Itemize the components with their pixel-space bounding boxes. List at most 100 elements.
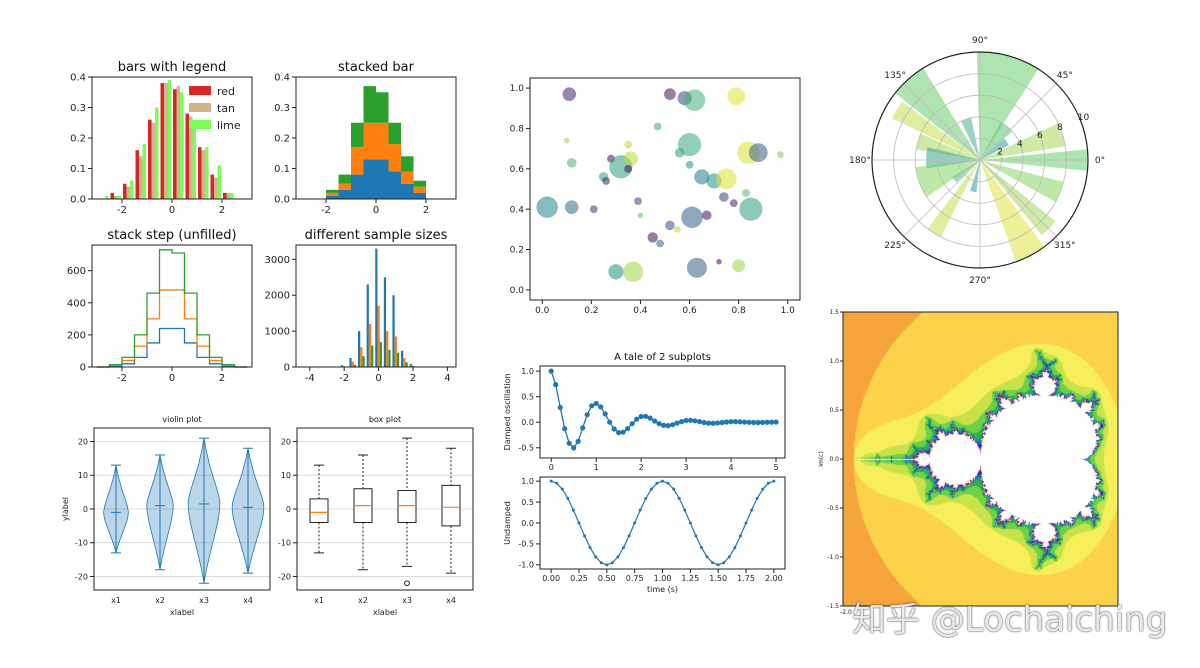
undamped-point: [622, 546, 626, 550]
sample-bar: [377, 306, 380, 367]
box-outlier: [404, 580, 410, 587]
stacked-ytick-label: 0.2: [274, 134, 290, 145]
damped-point: [611, 426, 617, 432]
scatter-point: [564, 200, 579, 214]
samples-xtick-label: -4: [305, 373, 315, 384]
scatter-point: [715, 168, 737, 190]
scatter-point: [536, 196, 558, 218]
scatter-ytick-label: 0.4: [510, 205, 525, 215]
undamped-xtick-label: 1.50: [709, 574, 727, 583]
undamped-point: [716, 563, 720, 567]
undamped-point: [633, 521, 637, 525]
damped-point: [737, 419, 743, 425]
box-ytick-label: 10: [281, 471, 291, 480]
samples-xtick-label: 4: [444, 373, 450, 384]
bar-lime: [217, 165, 221, 199]
bar-red: [210, 174, 214, 199]
scatter-ytick-label: 0.2: [510, 246, 524, 256]
mandelbrot-ytick-label: 0.5: [829, 407, 839, 414]
sample-bar: [371, 345, 374, 367]
watermark-text: 知乎 @Lochaiching: [852, 600, 1168, 640]
violin-ytick-label: -20: [75, 572, 88, 581]
box-xtick-label: x4: [446, 596, 456, 605]
undamped-xtick-label: 0.25: [570, 574, 588, 583]
sample-bar: [386, 331, 389, 367]
violin-xtick-label: x4: [243, 596, 253, 605]
samples-xtick-label: -2: [339, 373, 349, 384]
damped-point: [553, 382, 559, 388]
stacked-ytick-label: 0.0: [274, 195, 290, 206]
damped-point: [616, 429, 622, 436]
damped-point: [719, 419, 725, 426]
undamped-point: [661, 479, 664, 483]
damped-point: [746, 419, 752, 425]
undamped-xtick-label: 0.00: [542, 574, 560, 583]
undamped-point: [555, 481, 559, 485]
stacked-bar-segment: [376, 159, 389, 199]
mandelbrot-xtick-label: -2.0: [840, 609, 852, 616]
bars-ytick-label: 0.1: [70, 164, 86, 175]
stacked-bar-segment: [376, 92, 389, 123]
bar-lime: [142, 144, 146, 199]
undamped-point: [766, 481, 770, 485]
polar-bar-chart: 0° 45° 90° 135° 180° 225° 270° 315° 2 4 6 8 10: [849, 36, 1105, 286]
damped-ytick-label: 0.5: [521, 392, 534, 401]
mandelbrot-ytick-label: 1.0: [829, 358, 839, 365]
undamped-point: [672, 487, 676, 491]
scatter-xtick-label: 0.0: [535, 306, 550, 316]
scatter-point: [686, 257, 707, 278]
sample-bar: [388, 349, 391, 367]
scatter-point: [656, 239, 665, 248]
damped-point: [705, 420, 712, 426]
damped-point: [683, 417, 689, 424]
damped-point: [607, 419, 613, 425]
damped-point: [620, 429, 626, 435]
scatter-point: [647, 232, 658, 243]
damped-point: [670, 422, 676, 428]
sample-bar: [411, 365, 415, 367]
undamped-point: [610, 561, 614, 565]
sample-bar: [396, 352, 400, 367]
samples-frame: [295, 244, 457, 368]
sample-bar: [379, 341, 382, 367]
box-xtick-label: x3: [402, 596, 412, 605]
mandelbrot-ytick-label: 0.0: [829, 456, 839, 463]
bar-tan: [176, 86, 180, 199]
undamped-frame: [539, 476, 786, 570]
scatter-point: [701, 210, 712, 221]
scatter-point: [665, 220, 675, 231]
scatter-point: [589, 205, 598, 214]
bars-with-legend-chart: -2 0 2 0.0 0.1 0.2 0.3 0.4 bars with legend red ta…: [70, 60, 253, 216]
polar-angle-label: 90°: [972, 36, 988, 46]
bar-red: [173, 89, 177, 199]
sample-bar: [360, 347, 363, 367]
polar-bar: [980, 160, 1064, 203]
violin-ylabel: ylabel: [61, 497, 70, 521]
damped-point: [584, 412, 590, 418]
stacked-bar-segment: [388, 171, 401, 199]
box-ytick-label: 20: [281, 437, 291, 446]
stacked-bar-segment: [363, 122, 376, 160]
undamped-point: [677, 496, 681, 500]
damped-point: [661, 422, 667, 428]
polar-bar: [927, 160, 980, 237]
stacked-bar-segment: [401, 171, 414, 184]
polar-bar: [892, 101, 980, 160]
bar-red: [123, 183, 127, 199]
polar-angle-label: 0°: [1095, 156, 1105, 166]
damped-ytick-label: 1.0: [521, 367, 534, 376]
violin-ytick-label: 20: [78, 437, 88, 446]
bar-red: [160, 83, 164, 199]
undamped-xtick-label: 0.50: [598, 574, 616, 583]
damped-point: [692, 418, 698, 424]
stacked-bar-segment: [338, 174, 351, 184]
bar-lime: [180, 92, 184, 199]
undamped-ytick-label: 0.0: [521, 519, 534, 528]
mandelbrot-ytick-label: -1.5: [827, 603, 839, 610]
bar-red: [223, 192, 227, 199]
bars-ytick-label: 0.3: [70, 103, 86, 114]
bar-red: [185, 113, 189, 199]
stacked-bar-segment: [363, 86, 376, 123]
undamped-ytick-label: -1.0: [518, 561, 534, 570]
bar-tan: [214, 177, 218, 199]
